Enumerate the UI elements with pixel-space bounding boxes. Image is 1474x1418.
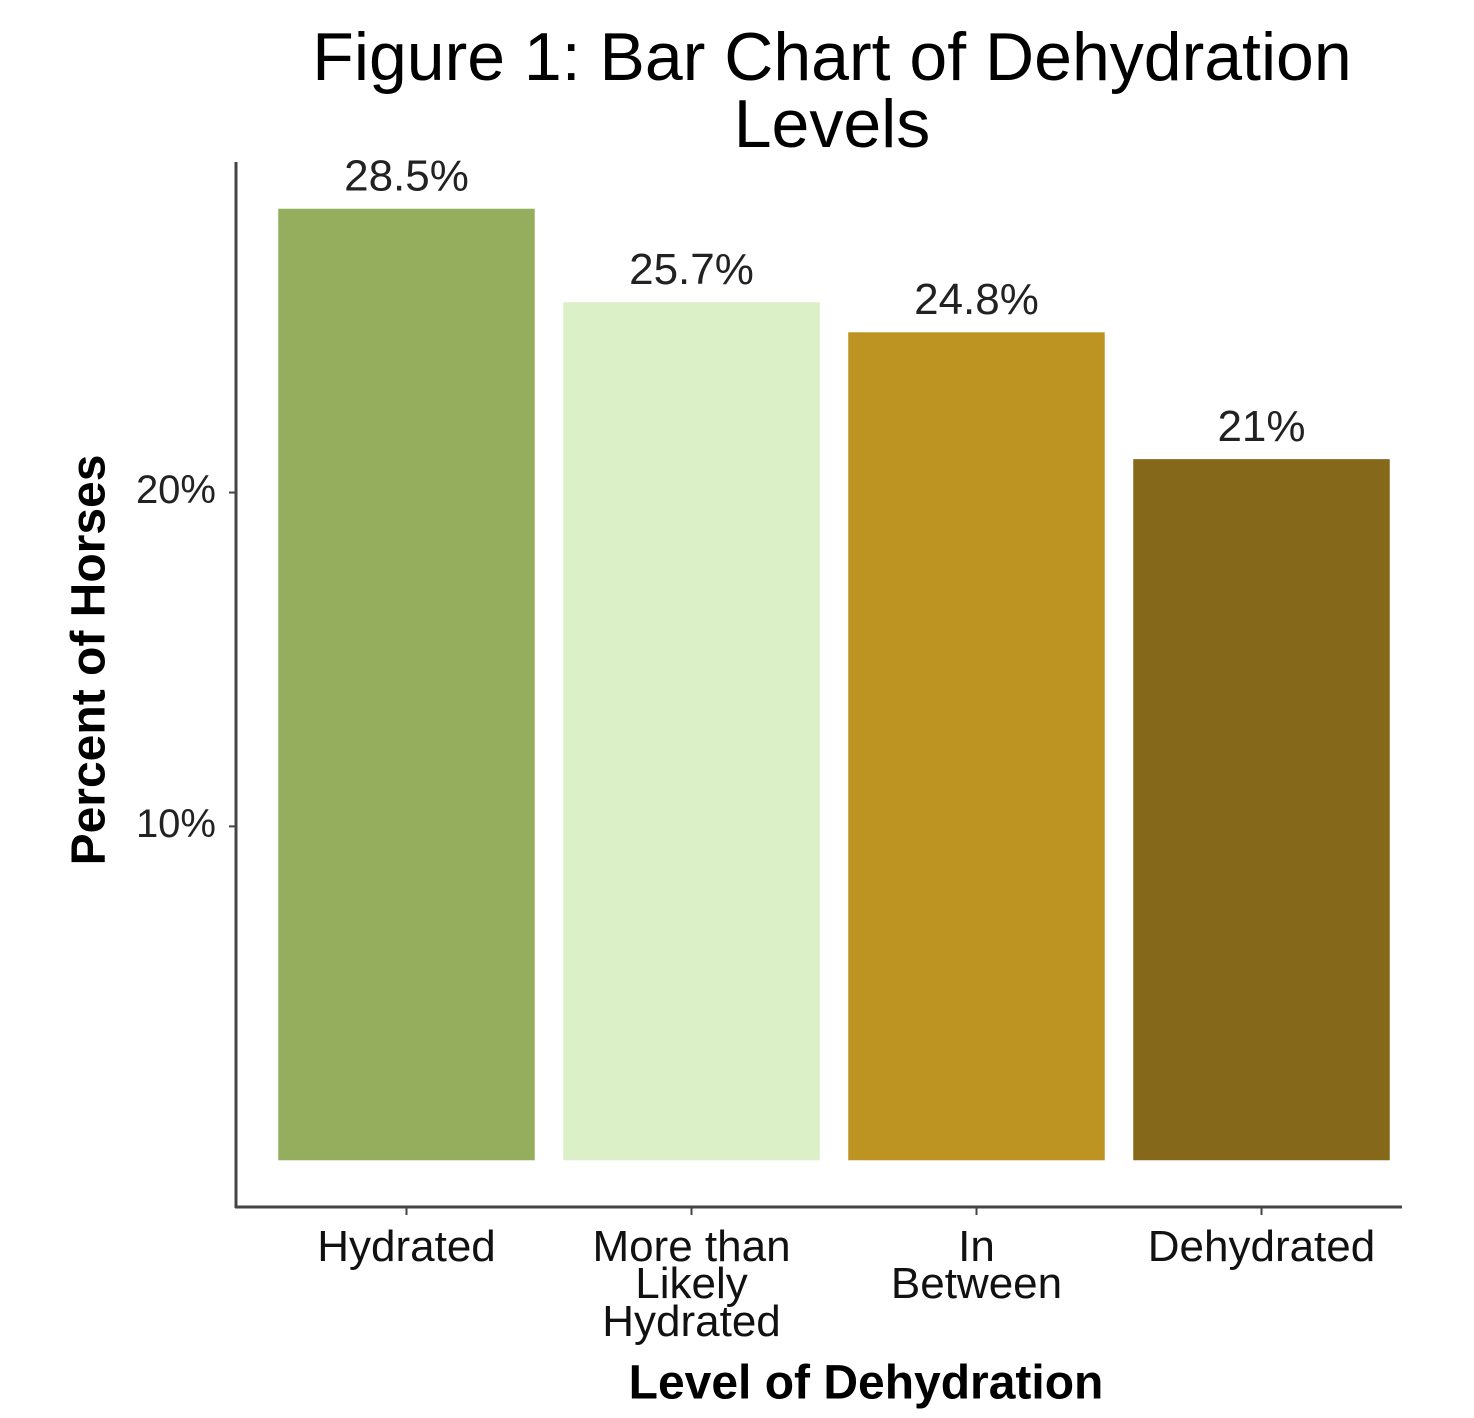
value-label: 28.5% — [344, 151, 469, 200]
x-tick-label: In Between — [890, 1222, 1063, 1309]
x-tick-label: Dehydrated — [1147, 1222, 1376, 1271]
y-tick-label: 20% — [136, 468, 216, 512]
bar — [563, 302, 820, 1161]
value-label: 24.8% — [914, 275, 1039, 324]
bar — [278, 208, 535, 1161]
value-label: 25.7% — [629, 245, 754, 294]
bar — [1133, 459, 1390, 1161]
y-axis-label: Percent of Horses — [63, 455, 116, 866]
bar — [848, 332, 1105, 1161]
x-axis-label: Level of Dehydration — [629, 1357, 1104, 1410]
chart-title: Figure 1: Bar Chart of Dehydration Level… — [312, 19, 1352, 162]
y-tick-label: 10% — [136, 802, 216, 846]
x-tick-label: Hydrated — [317, 1222, 496, 1271]
value-label: 21% — [1217, 402, 1305, 451]
x-tick-label: More than Likely Hydrated — [592, 1222, 791, 1346]
